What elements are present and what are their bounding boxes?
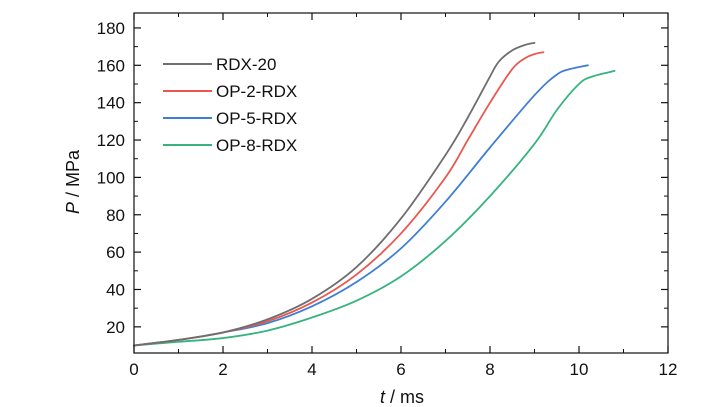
axes: 0 2 4 6 8 10 12 20 40 60 80 100 120 140 160 180 — [97, 12, 678, 379]
x-tick-label: 4 — [307, 360, 316, 379]
y-tick-label: 180 — [97, 19, 125, 38]
plot-frame — [133, 12, 669, 354]
series-line-op-5-rdx — [133, 64, 589, 347]
y-tick-label: 20 — [106, 318, 125, 337]
plot-area — [133, 41, 616, 347]
y-tick-label: 40 — [106, 280, 125, 299]
x-tick-label: 12 — [659, 360, 678, 379]
y-tick-label: 160 — [97, 56, 125, 75]
x-tick-label: 0 — [129, 360, 138, 379]
y-axis-title: P / MPa — [63, 149, 83, 214]
y-tick-label: 100 — [97, 168, 125, 187]
series-line-op-8-rdx — [133, 70, 616, 347]
x-axis-title: t / ms — [380, 387, 424, 407]
series-line-rdx-20 — [133, 41, 536, 347]
legend-label-op-8-rdx: OP-8-RDX — [216, 136, 297, 155]
y-tick-label: 120 — [97, 131, 125, 150]
x-tick-label: 10 — [570, 360, 589, 379]
x-tick-label: 2 — [218, 360, 227, 379]
y-tick-label: 60 — [106, 243, 125, 262]
legend: RDX-20 OP-2-RDX OP-5-RDX OP-8-RDX — [163, 55, 297, 155]
x-tick-label: 8 — [485, 360, 494, 379]
legend-label-rdx-20: RDX-20 — [216, 55, 276, 74]
y-tick-label: 80 — [106, 206, 125, 225]
y-tick-label: 140 — [97, 94, 125, 113]
legend-label-op-5-rdx: OP-5-RDX — [216, 109, 297, 128]
legend-label-op-2-rdx: OP-2-RDX — [216, 82, 297, 101]
x-tick-label: 6 — [396, 360, 405, 379]
series-line-op-2-rdx — [133, 51, 545, 347]
